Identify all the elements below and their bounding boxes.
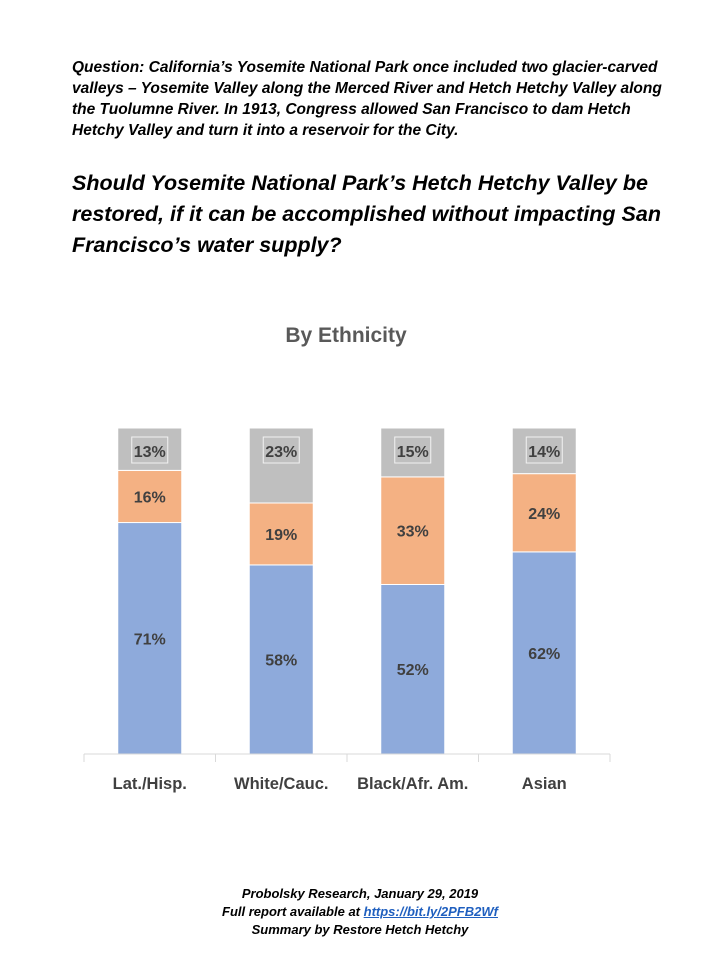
category-label: Asian [522,775,567,793]
data-label: 62% [528,646,560,663]
data-label: 24% [528,506,560,523]
data-label-box [131,436,169,464]
data-label-box [262,436,300,464]
bar-segment [117,522,183,755]
bar-segment [248,564,314,755]
x-ticks [83,754,611,762]
category-label: White/Cauc. [234,775,328,793]
question-text: Question: California’s Yosemite National… [72,59,662,139]
report-link[interactable]: https://bit.ly/2PFB2Wf [363,904,498,919]
bar-segment [380,476,446,585]
bar-segment [248,502,314,566]
data-label: 33% [397,524,429,541]
bar-segment [380,427,446,478]
data-label: 71% [134,631,166,648]
data-label: 52% [397,662,429,679]
bar-segment [511,427,577,475]
data-label: 58% [265,652,297,669]
bar-segment [117,469,183,524]
data-label-box [394,436,432,464]
footer-report: Full report available at https://bit.ly/… [0,903,720,921]
data-label: 23% [265,444,297,461]
bar-segment [511,473,577,553]
data-label: 15% [397,444,429,461]
footer: Probolsky Research, January 29, 2019 Ful… [0,885,720,939]
bar-segment [248,427,314,504]
footer-report-prefix: Full report available at [222,904,364,919]
category-labels: Lat./Hisp. White/Cauc. Black/Afr. Am. Asian [113,775,567,793]
category-label: Black/Afr. Am. [357,775,468,793]
data-label-box [525,436,563,464]
footer-source: Probolsky Research, January 29, 2019 [241,886,479,901]
category-label: Lat./Hisp. [113,775,187,793]
data-label: 13% [134,444,166,461]
chart-title: By Ethnicity [285,324,407,347]
bars-group: 71% 16% 13% 58% 19% 23% 52% 33% 15% 62% 24% 14% [117,427,577,755]
bar-segment [380,583,446,755]
bar-segment [511,551,577,755]
data-label: 16% [134,489,166,506]
footer-summary: Summary by Restore Hetch Hetchy [251,922,469,937]
main-question: Should Yosemite National Park’s Hetch He… [72,171,661,257]
data-label: 14% [528,444,560,461]
data-label: 19% [265,527,297,544]
